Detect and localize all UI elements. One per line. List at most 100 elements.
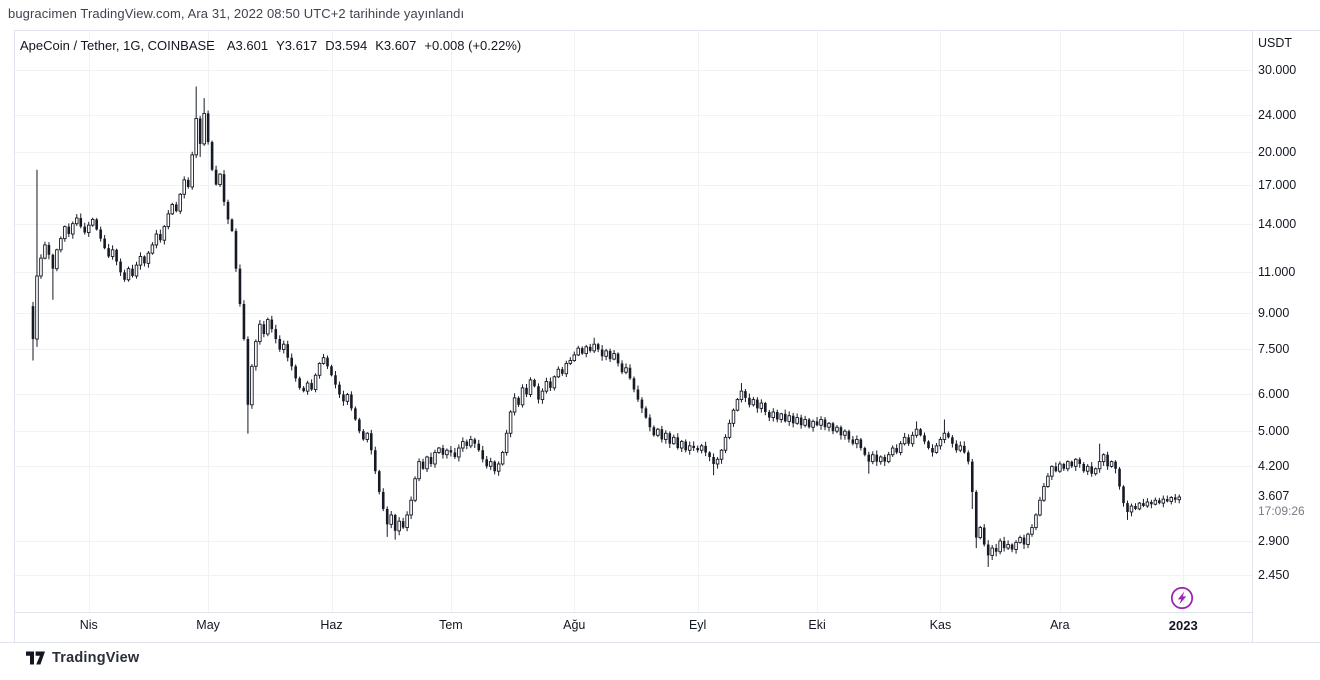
price-tick-label: 2.900 (1258, 534, 1290, 548)
candle-body (652, 427, 656, 436)
candle-body (1066, 461, 1070, 470)
candle-body (71, 223, 75, 235)
candle-body (787, 415, 791, 422)
candle-body (493, 461, 496, 472)
candle-body (525, 387, 528, 395)
candle-body (640, 399, 644, 409)
candle-body (723, 436, 728, 451)
candle-body (246, 339, 250, 405)
candle-body (138, 256, 143, 266)
candle-body (485, 459, 489, 467)
candle-body (568, 360, 573, 364)
candle-body (572, 354, 577, 361)
candle-body (1106, 454, 1109, 467)
candle-body (254, 341, 258, 367)
candle-body (461, 441, 465, 449)
candle-body (672, 436, 676, 445)
candle-body (584, 346, 588, 355)
candle-body (712, 456, 715, 464)
candle-body (1101, 454, 1106, 463)
candle-body (847, 431, 851, 440)
candle-body (358, 419, 361, 432)
candle-body (1109, 461, 1114, 467)
flash-icon[interactable] (1168, 584, 1196, 612)
candle-body (1150, 501, 1153, 505)
candle-body (859, 439, 863, 449)
candle-body (644, 408, 648, 418)
candle-body (795, 417, 799, 424)
candle-body (974, 491, 978, 538)
candle-body (528, 379, 533, 395)
candle-body (719, 449, 724, 460)
candle-body (699, 445, 704, 451)
candle-body (350, 394, 353, 409)
candle-body (1002, 541, 1006, 549)
tradingview-logo-text: TradingView (52, 650, 140, 666)
candle-body (274, 329, 278, 340)
candle-body (963, 445, 966, 453)
candle-body (334, 375, 337, 385)
candle-body (727, 422, 732, 438)
candle-body (540, 390, 545, 401)
candle-body (715, 458, 720, 465)
candle-body (194, 118, 198, 156)
candle-body (612, 353, 616, 360)
candle-body (632, 378, 636, 390)
candle-body (660, 429, 664, 440)
candle-body (83, 226, 87, 233)
candle-body (250, 365, 254, 406)
candle-body (576, 347, 581, 356)
candle-body (938, 438, 943, 447)
candle-body (970, 461, 974, 492)
candle-body (803, 419, 807, 426)
candle-body (321, 357, 326, 364)
candle-body (429, 456, 433, 464)
candle-body (437, 447, 441, 453)
candle-body (799, 417, 803, 426)
bar-close-countdown: 17:09:26 (1258, 504, 1305, 518)
candle-body (692, 445, 695, 449)
tradingview-logo-icon (26, 651, 45, 665)
candle-body (1042, 486, 1046, 501)
candle-body (465, 441, 469, 446)
candle-body (684, 441, 688, 451)
candle-body (238, 268, 242, 304)
candle-body (807, 419, 811, 428)
candle-body (867, 454, 871, 462)
candle-body (779, 413, 783, 420)
candle-body (1038, 499, 1042, 516)
candle-body (79, 218, 83, 227)
candle-body (676, 437, 680, 449)
candle-body (517, 397, 520, 405)
candle-body (294, 366, 297, 379)
price-tick-label: 7.500 (1258, 342, 1290, 357)
candle-body (206, 113, 210, 142)
tradingview-logo[interactable]: TradingView (26, 650, 139, 666)
candle-body (35, 275, 39, 340)
candle-body (520, 387, 525, 406)
candle-body (330, 366, 333, 376)
candle-body (951, 437, 954, 444)
candle-body (445, 449, 449, 456)
candle-body (115, 249, 118, 262)
price-tick-label: 6.000 (1258, 387, 1290, 402)
symbol-title[interactable]: ApeCoin / Tether, 1G, COINBASE (20, 38, 215, 53)
candle-body (63, 226, 67, 240)
candle-body (154, 233, 159, 246)
price-tick-label: 30.000 (1258, 63, 1297, 78)
candle-body (1126, 503, 1129, 512)
candle-body (942, 432, 947, 440)
candle-body (1078, 459, 1082, 464)
candle-body (878, 456, 883, 463)
candle-body (895, 448, 898, 453)
candle-body (1122, 486, 1125, 504)
price-tick-label: 17.000 (1258, 177, 1297, 192)
ohlc-token-d: D3.594 (325, 38, 368, 53)
candle-body (927, 441, 930, 449)
candle-body (704, 445, 707, 453)
candle-body (377, 471, 381, 492)
candle-body (174, 204, 178, 212)
candle-body (898, 443, 903, 453)
candle-body (305, 382, 310, 392)
